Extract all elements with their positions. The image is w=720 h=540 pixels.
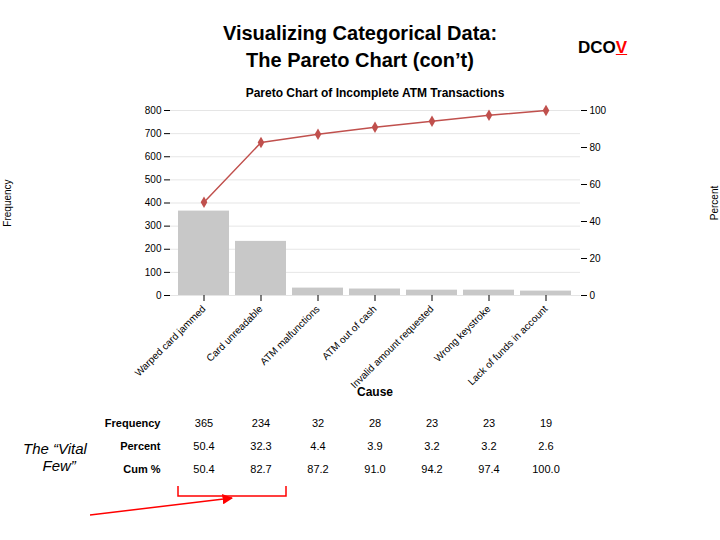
svg-text:500: 500	[145, 174, 162, 185]
svg-text:Percent: Percent	[120, 440, 161, 452]
svg-text:32: 32	[312, 417, 324, 429]
svg-text:87.2: 87.2	[307, 463, 328, 475]
svg-text:28: 28	[369, 417, 381, 429]
svg-text:234: 234	[252, 417, 270, 429]
svg-text:Percent: Percent	[709, 186, 720, 221]
svg-text:3.9: 3.9	[367, 440, 382, 452]
svg-text:4.4: 4.4	[310, 440, 325, 452]
svg-text:32.3: 32.3	[250, 440, 271, 452]
svg-text:ATM malfunctions: ATM malfunctions	[258, 303, 322, 367]
svg-text:600: 600	[145, 151, 162, 162]
svg-text:Warped card jammed: Warped card jammed	[133, 303, 208, 378]
svg-text:100: 100	[145, 267, 162, 278]
svg-text:3.2: 3.2	[424, 440, 439, 452]
svg-text:200: 200	[145, 243, 162, 254]
svg-text:23: 23	[483, 417, 495, 429]
svg-text:20: 20	[590, 253, 602, 264]
svg-text:0: 0	[156, 290, 162, 301]
svg-text:ATM out of cash: ATM out of cash	[320, 303, 379, 362]
svg-text:0: 0	[590, 290, 596, 301]
svg-text:Frequency: Frequency	[105, 417, 162, 429]
svg-text:50.4: 50.4	[193, 463, 214, 475]
svg-text:2.6: 2.6	[538, 440, 553, 452]
svg-text:3.2: 3.2	[481, 440, 496, 452]
svg-text:Invalid amount requested: Invalid amount requested	[348, 303, 435, 390]
svg-text:Card unreadable: Card unreadable	[204, 303, 265, 364]
svg-text:82.7: 82.7	[250, 463, 271, 475]
svg-text:19: 19	[540, 417, 552, 429]
svg-text:Frequency: Frequency	[2, 179, 13, 226]
svg-text:Lack of funds in account: Lack of funds in account	[466, 303, 550, 387]
svg-text:100: 100	[590, 105, 607, 116]
svg-text:94.2: 94.2	[421, 463, 442, 475]
svg-text:60: 60	[590, 179, 602, 190]
svg-text:23: 23	[426, 417, 438, 429]
svg-text:300: 300	[145, 220, 162, 231]
svg-text:365: 365	[195, 417, 213, 429]
svg-text:91.0: 91.0	[364, 463, 385, 475]
svg-text:700: 700	[145, 128, 162, 139]
svg-text:80: 80	[590, 142, 602, 153]
svg-text:40: 40	[590, 216, 602, 227]
svg-text:50.4: 50.4	[193, 440, 214, 452]
svg-text:100.0: 100.0	[532, 463, 560, 475]
svg-text:800: 800	[145, 105, 162, 116]
svg-text:400: 400	[145, 197, 162, 208]
svg-text:Cum %: Cum %	[123, 463, 161, 475]
svg-text:Wrong keystroke: Wrong keystroke	[432, 303, 493, 364]
svg-text:97.4: 97.4	[478, 463, 499, 475]
